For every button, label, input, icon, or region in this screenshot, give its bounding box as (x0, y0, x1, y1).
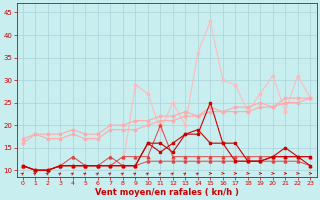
X-axis label: Vent moyen/en rafales ( kn/h ): Vent moyen/en rafales ( kn/h ) (95, 188, 238, 197)
